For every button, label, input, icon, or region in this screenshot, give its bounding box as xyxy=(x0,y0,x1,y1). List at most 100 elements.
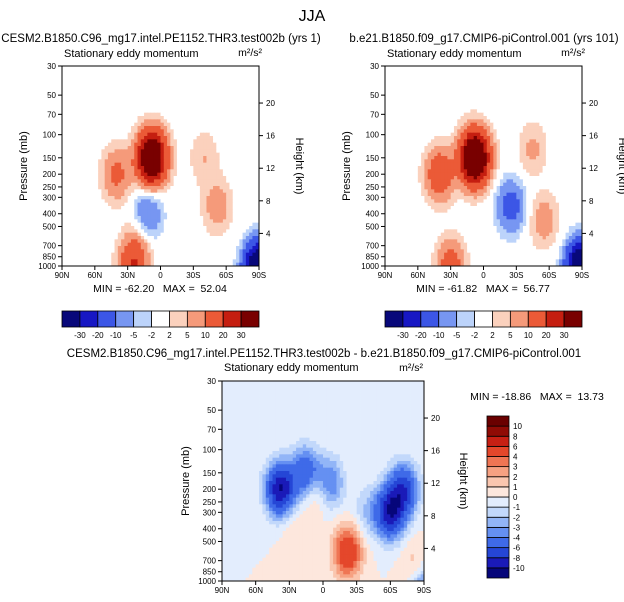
contour-cell xyxy=(199,186,204,190)
contour-cell xyxy=(98,209,102,214)
contour-cell xyxy=(121,156,125,160)
contour-cell xyxy=(559,69,563,74)
contour-cell xyxy=(121,72,125,77)
contour-cell xyxy=(226,262,230,266)
contour-cell xyxy=(513,79,517,84)
contour-cell xyxy=(140,209,145,214)
contour-cell xyxy=(111,172,115,177)
contour-cell xyxy=(140,256,145,260)
contour-cell xyxy=(447,66,452,70)
contour-cell xyxy=(203,232,207,237)
contour-cell xyxy=(91,252,96,257)
contour-cell xyxy=(239,142,243,147)
contour-cell xyxy=(144,119,148,124)
contour-cell xyxy=(62,72,66,77)
contour-cell xyxy=(137,152,142,157)
contour-cell xyxy=(130,102,135,107)
contour-cell xyxy=(186,196,191,200)
contour-cell xyxy=(121,172,125,177)
contour-cell xyxy=(150,96,155,100)
contour-cell xyxy=(213,86,217,90)
contour-cell xyxy=(91,139,96,144)
contour-cell xyxy=(206,106,211,110)
contour-cell xyxy=(167,82,171,87)
x-tick-label: 60N xyxy=(87,271,102,280)
contour-cell xyxy=(486,126,491,130)
contour-cell xyxy=(130,212,135,217)
contour-cell xyxy=(232,122,237,127)
contour-cell xyxy=(114,112,119,117)
contour-cell xyxy=(68,222,73,227)
contour-cell xyxy=(127,212,132,217)
contour-cell xyxy=(111,146,115,150)
contour-cell xyxy=(170,202,175,207)
contour-cell xyxy=(163,149,168,154)
contour-cell xyxy=(424,76,429,80)
contour-cell xyxy=(421,102,425,107)
contour-cell xyxy=(71,249,76,254)
contour-cell xyxy=(493,72,498,77)
contour-cell xyxy=(190,109,194,114)
contour-cell xyxy=(199,226,204,230)
colorbar-swatch xyxy=(133,310,152,328)
contour-cell xyxy=(183,112,188,117)
contour-cell xyxy=(144,182,148,187)
contour-cell xyxy=(144,186,148,190)
contour-cell xyxy=(575,72,580,77)
contour-cell xyxy=(127,76,132,80)
contour-cell xyxy=(140,72,145,77)
contour-cell xyxy=(242,89,247,94)
contour-cell xyxy=(127,232,132,237)
contour-cell xyxy=(176,132,181,137)
contour-cell xyxy=(206,119,211,124)
contour-cell xyxy=(157,169,161,174)
contour-cell xyxy=(147,142,152,147)
contour-cell xyxy=(163,162,168,167)
contour-cell xyxy=(219,106,224,110)
contour-cell xyxy=(213,169,217,174)
contour-cell xyxy=(542,126,547,130)
contour-cell xyxy=(559,86,563,90)
contour-cell xyxy=(84,76,89,80)
contour-cell xyxy=(101,252,106,257)
contour-cell xyxy=(407,89,412,94)
contour-cell xyxy=(186,239,191,244)
contour-cell xyxy=(249,116,253,120)
contour-cell xyxy=(493,102,498,107)
contour-cell xyxy=(388,119,392,124)
contour-cell xyxy=(107,222,112,227)
contour-cell xyxy=(385,132,389,137)
contour-cell xyxy=(575,112,580,117)
contour-cell xyxy=(167,219,171,224)
contour-cell xyxy=(114,239,119,244)
contour-cell xyxy=(196,86,201,90)
contour-cell xyxy=(176,242,181,247)
contour-cell xyxy=(444,82,448,87)
contour-cell xyxy=(434,89,438,94)
contour-cell xyxy=(104,136,109,140)
contour-cell xyxy=(173,162,178,167)
contour-cell xyxy=(526,72,530,77)
contour-cell xyxy=(81,92,86,97)
contour-cell xyxy=(78,122,83,127)
contour-cell xyxy=(65,89,69,94)
contour-cell xyxy=(190,76,194,80)
contour-cell xyxy=(144,156,148,160)
contour-cell xyxy=(447,82,452,87)
contour-cell xyxy=(91,159,96,164)
contour-cell xyxy=(88,129,92,134)
contour-cell xyxy=(486,79,491,84)
contour-cell xyxy=(124,116,129,120)
contour-cell xyxy=(98,119,102,124)
contour-cell xyxy=(252,206,257,210)
contour-cell xyxy=(434,66,438,70)
contour-cell xyxy=(407,119,412,124)
contour-cell xyxy=(88,219,92,224)
contour-cell xyxy=(127,179,132,184)
contour-cell xyxy=(229,146,234,150)
contour-cell xyxy=(219,132,224,137)
contour-cell xyxy=(111,79,115,84)
contour-cell xyxy=(176,179,181,184)
contour-cell xyxy=(111,219,115,224)
contour-cell xyxy=(249,256,253,260)
